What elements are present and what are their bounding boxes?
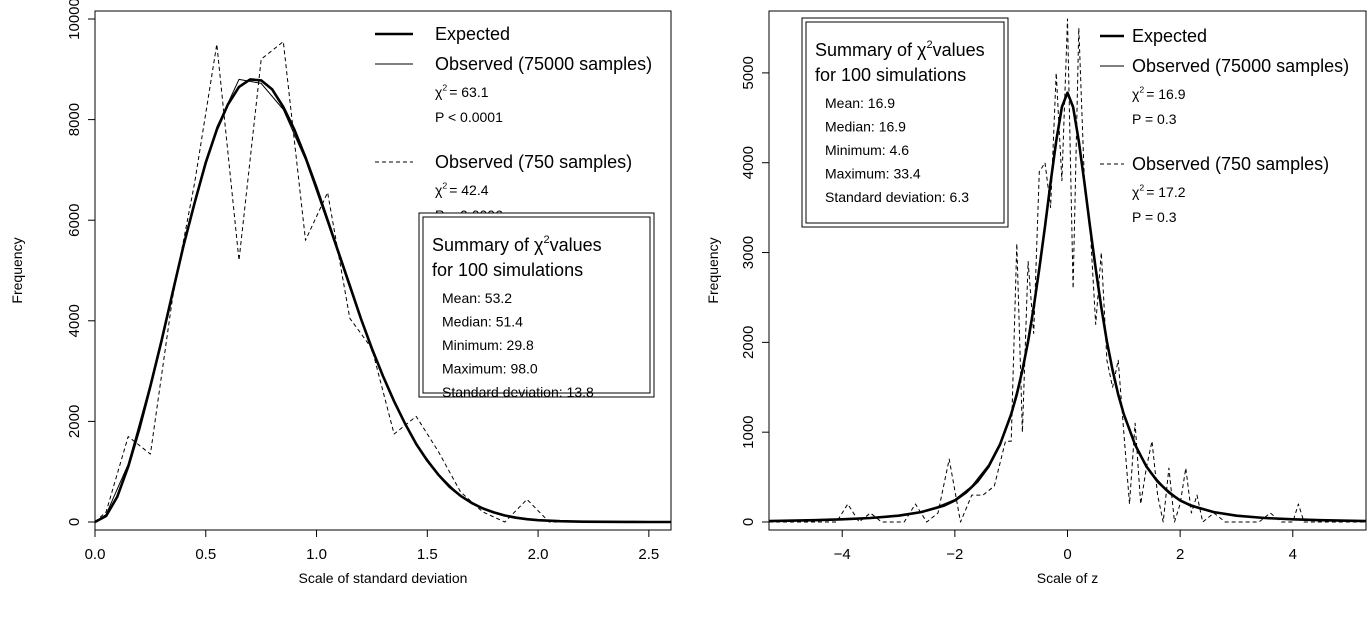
summary-stat: Maximum: 98.0: [442, 361, 538, 377]
legend-label: Observed (75000 samples): [435, 54, 652, 74]
y-axis-label: Frequency: [9, 237, 25, 303]
summary-box: Summary of χ2values for 100 simulations Me…: [801, 17, 1009, 228]
y-tick-label: 2000: [740, 326, 757, 359]
summary-stat: Standard deviation: 13.8: [442, 384, 594, 400]
legend-p-value: P = 0.3: [1132, 209, 1177, 225]
chart-panel-2: −4 −2 0 2 4 0 1000 2000 3000 4000 5000 Scale of z Fr…: [705, 10, 1367, 586]
x-tick-label: 1.0: [306, 546, 327, 563]
y-tick-label: 0: [66, 518, 83, 526]
legend-label: Expected: [435, 24, 510, 44]
summary-stat: Maximum: 33.4: [825, 166, 921, 182]
legend: Expected Observed (75000 samples) χ2 = 63.1…: [375, 24, 652, 223]
summary-box-outer: [801, 17, 1009, 228]
legend-p-value: P = 0.3: [1132, 111, 1177, 127]
summary-subtitle: for 100 simulations: [815, 65, 966, 85]
summary-stat: Minimum: 29.8: [442, 337, 534, 353]
y-axis-label: Frequency: [705, 237, 721, 303]
x-tick-label: 0: [1063, 546, 1071, 563]
y-tick-label: 4000: [740, 146, 757, 179]
summary-box-inner: [805, 21, 1005, 224]
summary-stat: Median: 51.4: [442, 314, 523, 330]
summary-stat: Mean: 16.9: [825, 95, 895, 111]
legend-chi-square: χ2 = 63.1: [435, 83, 489, 100]
legend-label: Observed (75000 samples): [1132, 56, 1349, 76]
x-tick-label: 0.0: [85, 546, 106, 563]
summary-stat: Median: 16.9: [825, 119, 906, 135]
y-tick-label: 1000: [740, 415, 757, 448]
x-tick-label: 0.5: [195, 546, 216, 563]
legend-label: Expected: [1132, 26, 1207, 46]
y-tick-label: 0: [740, 518, 757, 526]
chart-panel-1: 0.0 0.5 1.0 1.5 2.0 2.5 0 2000 4000 6000 8000 10000…: [9, 0, 672, 586]
series-group: [95, 41, 671, 524]
legend-label: Observed (750 samples): [1132, 154, 1329, 174]
y-tick-label: 6000: [66, 204, 83, 237]
y-tick-label: 8000: [66, 103, 83, 136]
summary-title: Summary of χ2values: [432, 234, 602, 255]
plot-frame: [94, 10, 672, 531]
series-line-expected: [769, 91, 1366, 523]
y-tick-label: 10000: [66, 0, 83, 40]
summary-stat: Standard deviation: 6.3: [825, 189, 969, 205]
legend-label: Observed (750 samples): [435, 152, 632, 172]
summary-title: Summary of χ2values: [815, 39, 985, 60]
x-axis-label: Scale of standard deviation: [299, 570, 468, 586]
x-tick-label: 2: [1176, 546, 1184, 563]
summary-box-inner: [422, 216, 651, 394]
summary-subtitle: for 100 simulations: [432, 260, 583, 280]
legend-p-value: P < 0.0001: [435, 109, 503, 125]
series-group: [769, 18, 1366, 523]
y-tick-label: 4000: [66, 304, 83, 337]
y-tick-label: 5000: [740, 56, 757, 89]
x-tick-label: −4: [834, 546, 851, 563]
legend: Expected Observed (75000 samples) χ2 = 16.9…: [1100, 26, 1349, 225]
legend-chi-square: χ2 = 42.4: [435, 181, 489, 198]
x-axis-label: Scale of z: [1037, 570, 1098, 586]
series-line-expected: [95, 78, 671, 524]
x-tick-label: 2.0: [528, 546, 549, 563]
x-tick-label: −2: [946, 546, 963, 563]
summary-box: Summary of χ2values for 100 simulations Me…: [418, 212, 655, 400]
x-tick-label: 1.5: [417, 546, 438, 563]
x-tick-label: 2.5: [638, 546, 659, 563]
legend-chi-square: χ2 = 17.2: [1132, 183, 1186, 200]
summary-box-outer: [418, 212, 655, 398]
summary-stat: Minimum: 4.6: [825, 142, 909, 158]
y-tick-label: 3000: [740, 236, 757, 269]
summary-stat: Mean: 53.2: [442, 290, 512, 306]
x-tick-label: 4: [1289, 546, 1297, 563]
y-tick-label: 2000: [66, 405, 83, 438]
legend-chi-square: χ2 = 16.9: [1132, 85, 1186, 102]
